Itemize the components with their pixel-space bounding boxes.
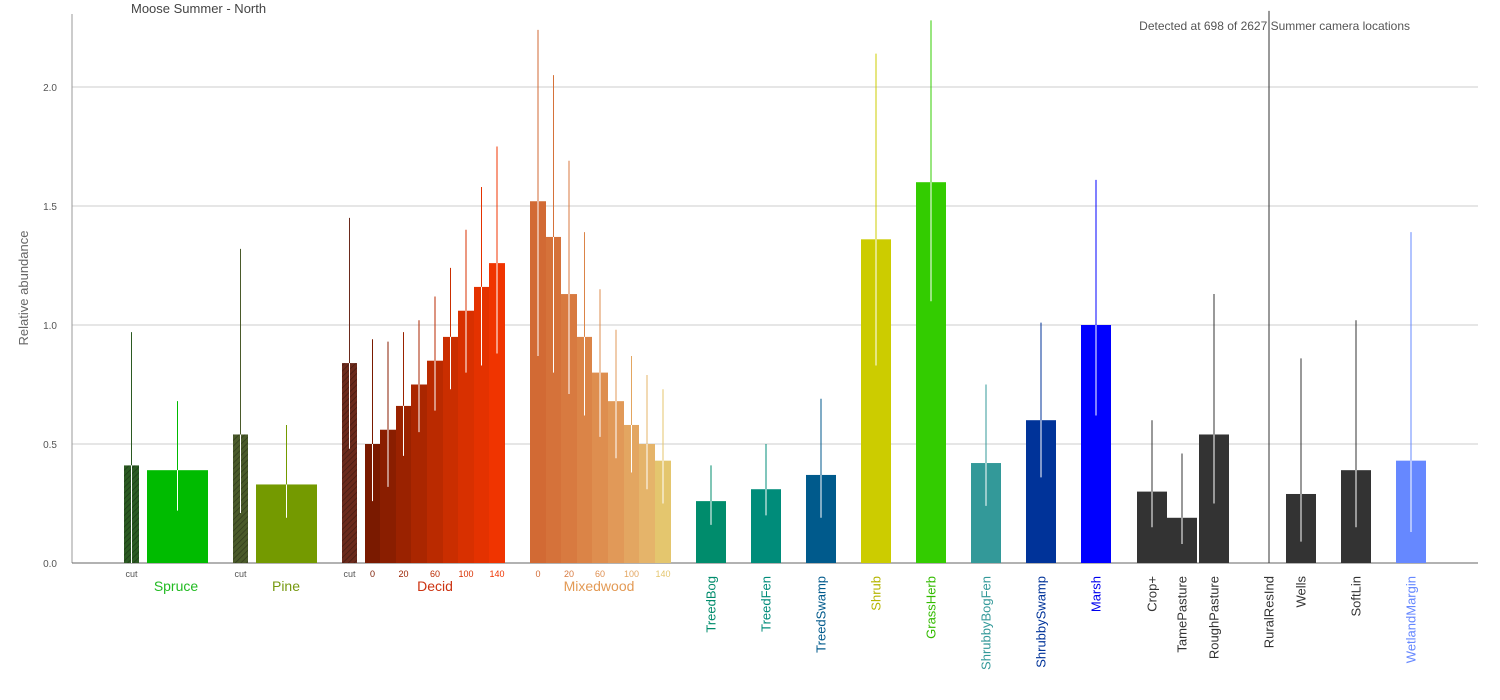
bar-decid (443, 336, 458, 563)
x-tick-label: 20 (398, 569, 408, 579)
group-label: TreedFen (759, 576, 774, 632)
group-label: ShrubbySwamp (1034, 576, 1049, 668)
group-label: TamePasture (1175, 576, 1190, 653)
x-tick-label: 60 (595, 569, 605, 579)
bar-mixedwood (655, 460, 671, 563)
chart-subtitle: Detected at 698 of 2627 Summer camera lo… (1139, 19, 1410, 33)
bar-mixedwood (546, 236, 561, 563)
bar-decid (411, 384, 427, 563)
bar-decid (427, 360, 443, 563)
group-label: Mixedwood (564, 578, 635, 594)
bar-mixedwood (592, 372, 608, 563)
bar-mixedwood (624, 424, 639, 563)
x-tick-labels: cut cut cut 0 20 60 100 140 0 20 60 100 140 (125, 569, 670, 579)
bar-mixedwood (577, 336, 592, 563)
bar-mixedwood (608, 401, 624, 563)
group-label: RoughPasture (1207, 576, 1222, 659)
chart-title: Moose Summer - North (131, 1, 267, 16)
x-tick-label: cut (234, 569, 247, 579)
group-label: Marsh (1089, 576, 1104, 612)
x-tick-label: cut (343, 569, 356, 579)
group-label: Crop+ (1145, 576, 1160, 612)
group-label: WetlandMargin (1404, 576, 1419, 663)
y-tick-label: 0.0 (43, 559, 57, 570)
bar-mixedwood (530, 201, 546, 564)
group-label: Spruce (154, 578, 199, 594)
group-label: ShrubbyBogFen (979, 576, 994, 670)
group-label: Wells (1294, 576, 1309, 608)
bar-decid (396, 405, 411, 563)
grid-lines (72, 86, 1478, 445)
bar-decid (489, 263, 505, 563)
x-tick-label: 100 (624, 569, 639, 579)
y-tick-label: 0.5 (43, 440, 57, 451)
bar-decid (365, 444, 380, 563)
x-tick-label: cut (125, 569, 138, 579)
bar-mixedwood (561, 294, 577, 563)
x-tick-label: 0 (535, 569, 540, 579)
x-tick-label: 140 (655, 569, 670, 579)
group-label: SoftLin (1349, 576, 1364, 616)
x-tick-label: 20 (564, 569, 574, 579)
bar-decid (474, 286, 489, 563)
group-label: Decid (417, 578, 453, 594)
y-tick-label: 1.0 (43, 321, 57, 332)
group-label: Shrub (869, 576, 884, 611)
group-label: Pine (272, 578, 300, 594)
x-tick-label: 100 (458, 569, 473, 579)
group-labels: Spruce Pine Decid Mixedwood TreedBog TreedFen… (154, 576, 1419, 670)
group-label: TreedSwamp (814, 576, 829, 653)
bars (124, 10, 1426, 564)
bar-mixedwood (639, 444, 655, 563)
y-axis-label: Relative abundance (16, 231, 31, 346)
bar-decid (380, 429, 396, 563)
group-label: TreedBog (704, 576, 719, 633)
x-tick-label: 140 (489, 569, 504, 579)
group-label: RuralResInd (1262, 576, 1277, 648)
bar-decid (458, 310, 474, 563)
bar-hatch (342, 363, 357, 563)
group-label: GrassHerb (924, 576, 939, 639)
x-tick-label: 60 (430, 569, 440, 579)
x-tick-label: 0 (370, 569, 375, 579)
y-tick-label: 2.0 (43, 83, 57, 94)
y-tick-label: 1.5 (43, 202, 57, 213)
